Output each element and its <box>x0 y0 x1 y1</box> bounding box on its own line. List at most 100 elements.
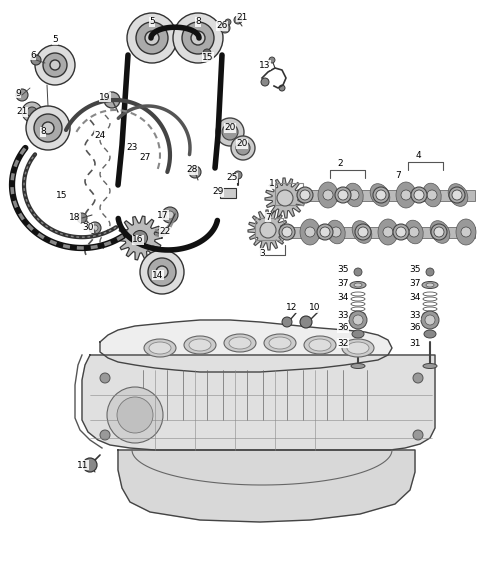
Circle shape <box>173 13 223 63</box>
Circle shape <box>220 23 230 33</box>
Circle shape <box>435 227 445 237</box>
Ellipse shape <box>430 221 450 243</box>
Circle shape <box>396 227 406 237</box>
Circle shape <box>338 190 348 200</box>
Circle shape <box>22 102 42 122</box>
Circle shape <box>401 190 411 200</box>
Circle shape <box>156 266 168 278</box>
Circle shape <box>162 207 178 223</box>
Text: 8: 8 <box>195 17 201 27</box>
Circle shape <box>320 227 330 237</box>
Ellipse shape <box>424 330 436 338</box>
Circle shape <box>282 317 292 327</box>
Text: 17: 17 <box>157 211 169 219</box>
Ellipse shape <box>304 336 336 354</box>
Circle shape <box>34 114 62 142</box>
Ellipse shape <box>352 330 364 338</box>
Bar <box>282 227 475 238</box>
Ellipse shape <box>297 187 313 203</box>
Text: 37: 37 <box>337 279 349 288</box>
Ellipse shape <box>349 311 367 329</box>
Circle shape <box>104 92 120 108</box>
Ellipse shape <box>423 183 441 207</box>
Ellipse shape <box>405 220 423 244</box>
Ellipse shape <box>353 315 363 325</box>
Polygon shape <box>82 355 435 450</box>
Text: 30: 30 <box>82 223 94 232</box>
Ellipse shape <box>393 224 409 240</box>
Circle shape <box>300 316 312 328</box>
Text: 31: 31 <box>409 339 421 347</box>
Circle shape <box>414 190 424 200</box>
Text: 20: 20 <box>224 123 236 133</box>
Circle shape <box>413 430 423 440</box>
Ellipse shape <box>449 187 465 203</box>
Ellipse shape <box>269 337 291 349</box>
Ellipse shape <box>279 224 295 240</box>
Text: 29: 29 <box>212 187 224 197</box>
Ellipse shape <box>309 339 331 351</box>
Text: 35: 35 <box>337 265 349 275</box>
Polygon shape <box>265 178 305 218</box>
Circle shape <box>216 118 244 146</box>
Ellipse shape <box>229 337 251 349</box>
Circle shape <box>100 430 110 440</box>
Ellipse shape <box>448 184 468 207</box>
Circle shape <box>77 213 87 223</box>
Text: 16: 16 <box>132 236 144 244</box>
Bar <box>275 183 303 205</box>
Ellipse shape <box>327 220 345 244</box>
Text: 15: 15 <box>202 52 214 62</box>
Polygon shape <box>118 450 415 522</box>
Text: 7: 7 <box>265 212 271 222</box>
Circle shape <box>107 387 163 443</box>
Circle shape <box>305 227 315 237</box>
Text: 26: 26 <box>216 22 228 30</box>
Circle shape <box>222 124 238 140</box>
Text: 3: 3 <box>259 249 265 257</box>
Ellipse shape <box>373 187 389 203</box>
Ellipse shape <box>426 283 434 287</box>
Ellipse shape <box>144 339 176 357</box>
Text: 28: 28 <box>186 165 198 175</box>
Ellipse shape <box>342 339 374 357</box>
Circle shape <box>409 227 419 237</box>
Text: 19: 19 <box>99 93 111 101</box>
Bar <box>220 188 236 198</box>
Circle shape <box>376 190 386 200</box>
Ellipse shape <box>300 219 320 245</box>
Bar <box>255 218 283 240</box>
Text: 4: 4 <box>415 151 421 159</box>
Circle shape <box>453 190 463 200</box>
Circle shape <box>427 190 437 200</box>
Ellipse shape <box>149 342 171 354</box>
Ellipse shape <box>335 187 351 203</box>
Text: 37: 37 <box>409 279 421 288</box>
Circle shape <box>203 49 211 57</box>
Text: 33: 33 <box>337 311 349 320</box>
Circle shape <box>461 227 471 237</box>
Ellipse shape <box>422 282 438 289</box>
Ellipse shape <box>317 224 333 240</box>
Ellipse shape <box>396 182 416 208</box>
Circle shape <box>331 227 341 237</box>
Circle shape <box>236 141 250 155</box>
Ellipse shape <box>352 221 372 243</box>
Text: 34: 34 <box>409 293 420 303</box>
Text: 21: 21 <box>16 108 28 116</box>
Text: 15: 15 <box>56 190 68 200</box>
Text: 20: 20 <box>236 140 248 148</box>
Circle shape <box>357 227 367 237</box>
Circle shape <box>35 45 75 85</box>
Ellipse shape <box>370 184 390 207</box>
Circle shape <box>43 53 67 77</box>
Ellipse shape <box>456 219 476 245</box>
Ellipse shape <box>378 219 398 245</box>
Text: 21: 21 <box>236 12 248 22</box>
Circle shape <box>375 190 385 200</box>
Circle shape <box>225 19 231 25</box>
Text: 18: 18 <box>69 214 81 222</box>
Circle shape <box>42 122 54 134</box>
Text: 33: 33 <box>409 311 421 320</box>
Circle shape <box>191 31 205 45</box>
